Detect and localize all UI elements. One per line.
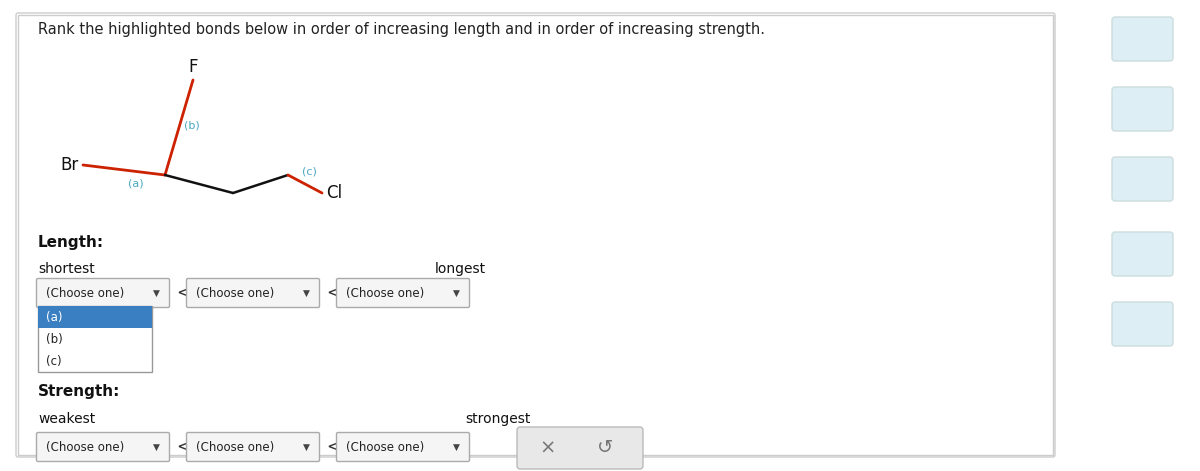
FancyBboxPatch shape [1112, 87, 1174, 131]
FancyBboxPatch shape [36, 278, 169, 308]
Text: (c): (c) [302, 166, 317, 176]
Text: (a): (a) [128, 178, 144, 188]
Text: (Choose one): (Choose one) [346, 440, 425, 454]
Text: ▼: ▼ [452, 442, 460, 452]
Text: <: < [176, 284, 190, 302]
Text: ↺: ↺ [596, 439, 613, 457]
Text: (a): (a) [46, 310, 62, 324]
Text: <: < [326, 438, 340, 456]
Text: (c): (c) [46, 355, 61, 367]
Bar [38, 306, 152, 372]
FancyBboxPatch shape [336, 278, 469, 308]
Text: ▼: ▼ [302, 442, 310, 452]
Text: ▼: ▼ [452, 289, 460, 298]
Text: ▼: ▼ [302, 289, 310, 298]
FancyBboxPatch shape [186, 432, 319, 462]
Text: ▼: ▼ [152, 289, 160, 298]
Bar [18, 15, 1054, 455]
Text: Strength:: Strength: [38, 384, 120, 399]
Text: (Choose one): (Choose one) [196, 286, 275, 300]
Text: Length:: Length: [38, 235, 104, 250]
Text: ×: × [540, 439, 556, 457]
Text: weakest: weakest [38, 412, 95, 426]
FancyBboxPatch shape [36, 432, 169, 462]
FancyBboxPatch shape [1112, 232, 1174, 276]
Text: ▼: ▼ [152, 442, 160, 452]
FancyBboxPatch shape [1112, 17, 1174, 61]
Text: strongest: strongest [466, 412, 530, 426]
Text: (b): (b) [184, 121, 199, 130]
FancyBboxPatch shape [336, 432, 469, 462]
FancyBboxPatch shape [1112, 302, 1174, 346]
Text: (b): (b) [46, 333, 62, 346]
FancyBboxPatch shape [1112, 157, 1174, 201]
Text: <: < [176, 438, 190, 456]
FancyBboxPatch shape [186, 278, 319, 308]
Text: (Choose one): (Choose one) [46, 440, 125, 454]
Text: (Choose one): (Choose one) [196, 440, 275, 454]
Text: Rank the highlighted bonds below in order of increasing length and in order of i: Rank the highlighted bonds below in orde… [38, 22, 766, 37]
Text: longest: longest [436, 262, 486, 276]
Text: <: < [326, 284, 340, 302]
Bar [38, 306, 152, 328]
FancyBboxPatch shape [517, 427, 643, 469]
Text: (Choose one): (Choose one) [346, 286, 425, 300]
Text: Cl: Cl [326, 184, 342, 202]
Text: F: F [188, 58, 198, 76]
Text: shortest: shortest [38, 262, 95, 276]
Text: Br: Br [61, 156, 79, 174]
Text: (Choose one): (Choose one) [46, 286, 125, 300]
